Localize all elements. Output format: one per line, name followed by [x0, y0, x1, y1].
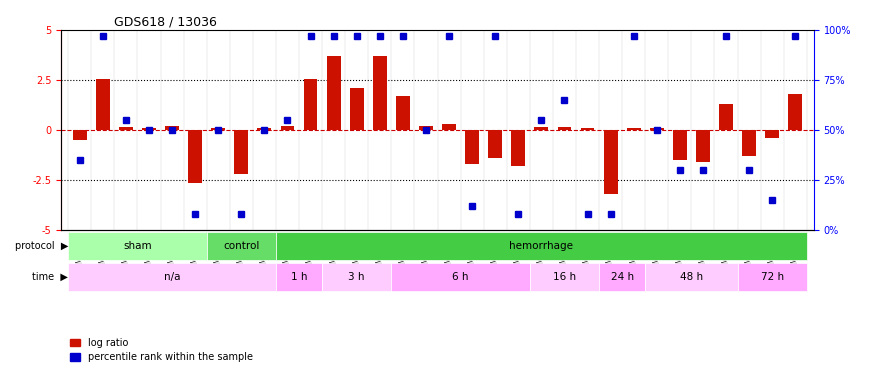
Bar: [257, 128, 271, 130]
FancyBboxPatch shape: [322, 263, 391, 291]
FancyBboxPatch shape: [68, 232, 206, 260]
FancyBboxPatch shape: [599, 263, 645, 291]
Text: hemorrhage: hemorrhage: [509, 241, 573, 250]
Text: 3 h: 3 h: [348, 272, 365, 282]
Bar: [511, 130, 525, 166]
Text: 24 h: 24 h: [611, 272, 634, 282]
Bar: [396, 96, 410, 130]
Bar: [650, 128, 664, 130]
Bar: [142, 128, 156, 130]
Text: control: control: [223, 241, 260, 250]
FancyBboxPatch shape: [276, 232, 807, 260]
Bar: [766, 130, 779, 138]
Bar: [188, 130, 202, 183]
Bar: [442, 124, 456, 130]
Bar: [719, 104, 733, 130]
Text: protocol  ▶: protocol ▶: [15, 241, 68, 250]
Bar: [696, 130, 710, 162]
FancyBboxPatch shape: [645, 263, 738, 291]
Bar: [350, 88, 364, 130]
Text: sham: sham: [123, 241, 151, 250]
FancyBboxPatch shape: [530, 263, 599, 291]
Bar: [466, 130, 479, 164]
Bar: [211, 128, 225, 130]
Bar: [326, 56, 340, 130]
Text: 72 h: 72 h: [760, 272, 784, 282]
Bar: [742, 130, 756, 156]
Bar: [626, 128, 640, 130]
Bar: [673, 130, 687, 160]
Bar: [488, 130, 502, 158]
FancyBboxPatch shape: [276, 263, 322, 291]
Bar: [788, 94, 802, 130]
Text: time  ▶: time ▶: [32, 272, 68, 282]
Bar: [281, 126, 294, 130]
Bar: [419, 126, 433, 130]
FancyBboxPatch shape: [206, 232, 276, 260]
Text: 48 h: 48 h: [680, 272, 703, 282]
Bar: [165, 126, 179, 130]
Text: GDS618 / 13036: GDS618 / 13036: [114, 16, 217, 29]
Bar: [581, 128, 594, 130]
FancyBboxPatch shape: [738, 263, 807, 291]
FancyBboxPatch shape: [68, 263, 276, 291]
FancyBboxPatch shape: [391, 263, 530, 291]
Bar: [535, 127, 549, 130]
Bar: [373, 56, 387, 130]
Bar: [96, 79, 109, 130]
Bar: [119, 127, 133, 130]
Bar: [73, 130, 87, 140]
Text: 6 h: 6 h: [452, 272, 469, 282]
Bar: [604, 130, 618, 194]
Text: 16 h: 16 h: [553, 272, 576, 282]
Bar: [234, 130, 248, 174]
Text: n/a: n/a: [164, 272, 180, 282]
Bar: [304, 79, 318, 130]
Bar: [557, 127, 571, 130]
Text: 1 h: 1 h: [290, 272, 307, 282]
Legend: log ratio, percentile rank within the sample: log ratio, percentile rank within the sa…: [66, 334, 256, 366]
